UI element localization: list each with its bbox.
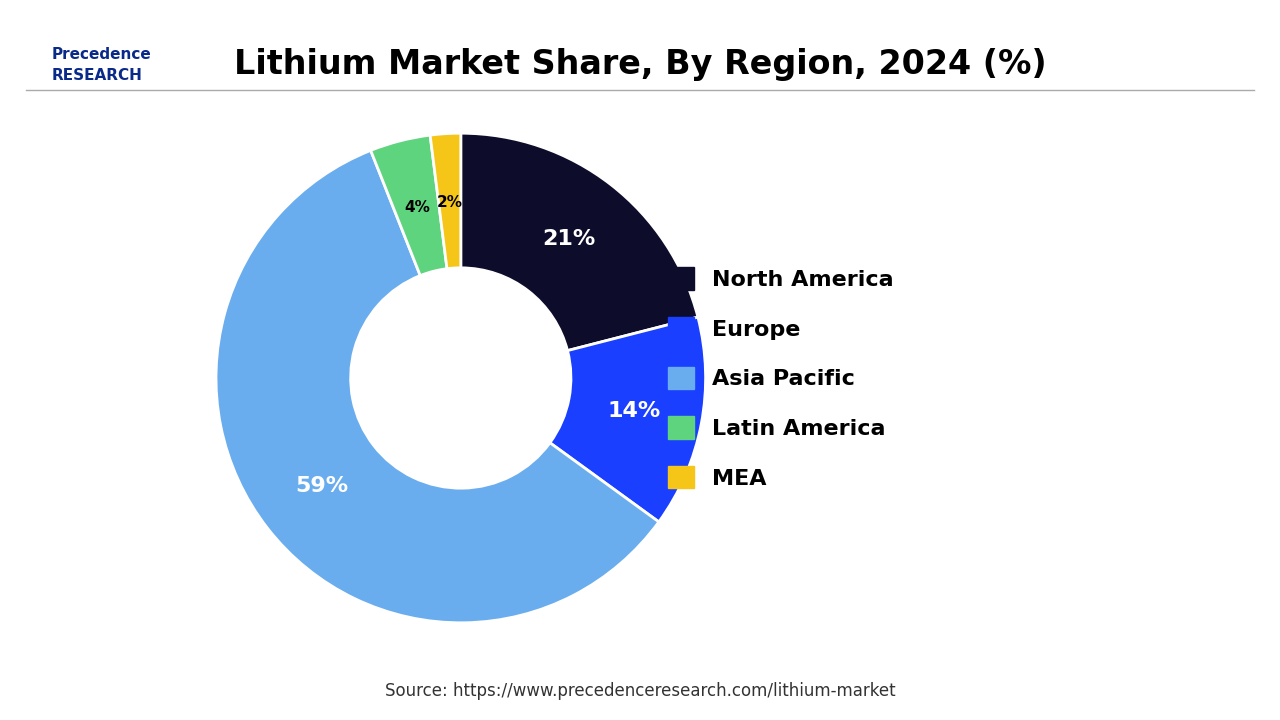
Text: 21%: 21%: [543, 229, 595, 248]
Text: 14%: 14%: [607, 401, 660, 421]
Text: Lithium Market Share, By Region, 2024 (%): Lithium Market Share, By Region, 2024 (%…: [234, 48, 1046, 81]
Wedge shape: [550, 317, 705, 522]
Text: 2%: 2%: [436, 194, 463, 210]
Wedge shape: [371, 135, 447, 276]
Legend: North America, Europe, Asia Pacific, Latin America, MEA: North America, Europe, Asia Pacific, Lat…: [668, 267, 893, 489]
Wedge shape: [216, 150, 659, 623]
Text: 4%: 4%: [404, 199, 430, 215]
Text: Source: https://www.precedenceresearch.com/lithium-market: Source: https://www.precedenceresearch.c…: [385, 683, 895, 700]
Text: Precedence
RESEARCH: Precedence RESEARCH: [51, 47, 151, 83]
Wedge shape: [461, 133, 698, 351]
Text: 59%: 59%: [294, 476, 348, 496]
Wedge shape: [430, 133, 461, 269]
